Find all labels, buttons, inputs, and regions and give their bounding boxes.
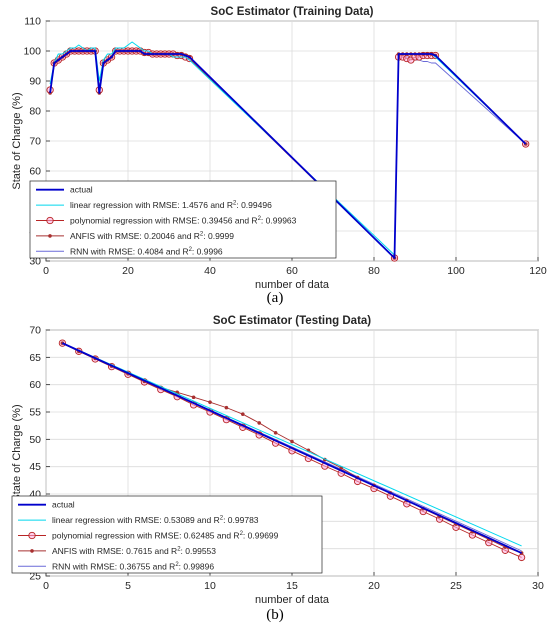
legend-marker (30, 549, 34, 553)
legend-label: polynomial regression with RMSE: 0.62485… (52, 531, 279, 541)
x-tick-label: 30 (532, 580, 544, 592)
x-tick-label: 20 (122, 265, 134, 277)
x-tick-label: 0 (43, 265, 49, 277)
legend-label: ANFIS with RMSE: 0.7615 and R2: 0.99553 (52, 546, 216, 556)
data-point-dot (191, 395, 196, 400)
legend: actual linear regression with RMSE: 1.457… (29, 180, 337, 259)
panel-caption-a: (a) (267, 290, 284, 306)
x-tick-label: 10 (204, 580, 216, 592)
x-tick-label: 60 (286, 265, 298, 277)
y-tick-label: 110 (24, 16, 41, 28)
legend-label: linear regression with RMSE: 0.53089 and… (52, 515, 259, 525)
y-tick-label: 90 (29, 76, 41, 88)
legend: actual linear regression with RMSE: 0.530… (11, 495, 323, 574)
x-tick-label: 0 (43, 580, 49, 592)
legend-label: ANFIS with RMSE: 0.20046 and R2: 0.9999 (70, 231, 234, 241)
legend-marker (46, 216, 54, 225)
x-tick-label: 15 (286, 580, 298, 592)
y-tick-label: 45 (29, 461, 41, 473)
x-tick-label: 80 (368, 265, 380, 277)
x-tick-label: 25 (450, 580, 462, 592)
y-axis-label: State of Charge (%) (11, 92, 23, 189)
legend-label: actual (70, 185, 93, 195)
series-line (62, 342, 522, 547)
y-tick-label: 30 (29, 256, 41, 268)
legend-label: linear regression with RMSE: 1.4576 and … (70, 200, 272, 210)
chart-panel-training: 02040608010012030405060708090100110 SoC … (11, 6, 547, 291)
legend-label: polynomial regression with RMSE: 0.39456… (70, 216, 297, 226)
y-tick-label: 60 (29, 379, 41, 391)
x-tick-label: 120 (529, 265, 547, 277)
data-point-dot (257, 421, 262, 425)
x-tick-label: 20 (368, 580, 380, 592)
x-axis-label: number of data (255, 594, 330, 606)
data-point-dot (273, 430, 278, 435)
y-axis-label: State of Charge (%) (11, 404, 23, 501)
series-group (46, 41, 530, 262)
x-tick-label: 100 (447, 265, 465, 277)
legend-label: RNN with RMSE: 0.4084 and R2: 0.9996 (70, 246, 223, 256)
x-tick-label: 5 (125, 580, 131, 592)
legend-label: RNN with RMSE: 0.36755 and R2: 0.99896 (52, 561, 214, 571)
y-tick-label: 80 (29, 106, 41, 118)
data-point-circle (517, 553, 526, 562)
y-tick-label: 55 (29, 407, 41, 419)
y-tick-label: 50 (29, 434, 41, 446)
y-tick-label: 70 (29, 325, 41, 337)
y-tick-label: 60 (29, 166, 41, 178)
legend-box (11, 495, 323, 574)
y-tick-label: 100 (23, 46, 41, 58)
data-point-dot (224, 405, 229, 410)
y-tick-label: 25 (29, 571, 41, 583)
legend-marker (48, 234, 52, 238)
chart-panel-testing: 05101520253025303540455055606570 SoC Est… (11, 315, 544, 606)
series-group (58, 339, 526, 562)
chart-title: SoC Estimator (Testing Data) (213, 315, 371, 327)
x-tick-label: 40 (204, 265, 216, 277)
legend-box (29, 180, 337, 259)
data-point-dot (208, 400, 212, 404)
y-tick-label: 70 (29, 136, 41, 148)
tick-labels: 02040608010012030405060708090100110 (23, 16, 546, 278)
y-tick-label: 65 (29, 352, 41, 364)
data-point-dot (241, 412, 245, 416)
legend-label: actual (52, 500, 75, 510)
data-point-dot (290, 439, 294, 444)
y-tick-label: 40 (29, 489, 41, 501)
chart-title: SoC Estimator (Training Data) (211, 6, 374, 18)
legend-marker (28, 531, 36, 540)
x-axis-label: number of data (255, 279, 330, 291)
series-line (49, 50, 527, 259)
series-line (62, 342, 522, 554)
panel-caption-b: (b) (266, 607, 284, 623)
